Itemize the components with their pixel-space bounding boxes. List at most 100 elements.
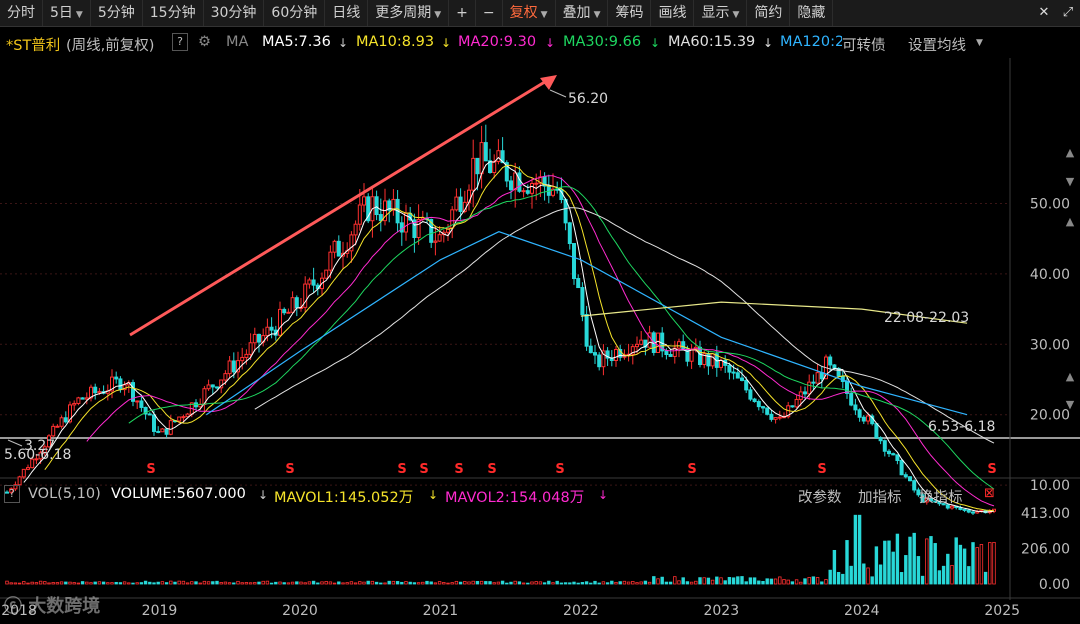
volume-bar bbox=[954, 537, 958, 585]
toolbar-item-label: 15分钟 bbox=[149, 5, 196, 21]
price-axis-label: 50.00 bbox=[1030, 197, 1070, 213]
volume-bar bbox=[530, 581, 534, 585]
toolbar-item-label: 分时 bbox=[7, 5, 35, 21]
candle-body bbox=[311, 279, 316, 286]
candle-body bbox=[660, 332, 665, 352]
change-params-button[interactable]: 改参数 bbox=[798, 490, 842, 506]
candle-body bbox=[353, 223, 358, 236]
candle-body bbox=[357, 204, 362, 225]
candle-body bbox=[761, 406, 765, 409]
volume-bar bbox=[803, 578, 807, 585]
candle-body bbox=[324, 269, 329, 279]
volume-bar bbox=[114, 581, 118, 585]
toolbar-item-16[interactable]: 隐藏 bbox=[790, 0, 834, 26]
volume-axis-label: 206.00 bbox=[1021, 542, 1070, 558]
volume-bar bbox=[841, 573, 845, 585]
toolbar-item-label: − bbox=[482, 5, 495, 21]
toolbar-item-13[interactable]: 画线 bbox=[651, 0, 695, 26]
candle-body bbox=[731, 371, 736, 374]
volume-bar bbox=[278, 581, 282, 585]
candle-body bbox=[719, 359, 723, 368]
candle-body bbox=[236, 360, 240, 373]
candle-body bbox=[542, 176, 547, 187]
candle-body bbox=[525, 190, 530, 194]
candle-body bbox=[290, 297, 295, 313]
toolbar-item-4[interactable]: 30分钟 bbox=[204, 0, 265, 26]
candle-body bbox=[551, 188, 555, 196]
convertible-bond-link[interactable]: 可转债 bbox=[842, 34, 886, 55]
ma20-value: MA20:9.30 bbox=[458, 34, 537, 50]
switch-indicator-button[interactable]: 换指标 bbox=[919, 490, 963, 506]
volume-bar bbox=[631, 580, 635, 585]
volume-bar bbox=[660, 576, 664, 585]
volume-bar bbox=[131, 582, 135, 585]
fullscreen-icon[interactable]: ⤢ bbox=[1062, 5, 1074, 20]
toolbar-item-1[interactable]: 5日 ▼ bbox=[43, 0, 91, 26]
volume-bar bbox=[215, 580, 219, 585]
volume-bar bbox=[22, 581, 26, 585]
price-axis-label: 20.00 bbox=[1030, 408, 1070, 424]
candle-body bbox=[471, 157, 476, 191]
toolbar-item-15[interactable]: 简约 bbox=[747, 0, 791, 26]
volume-bar bbox=[72, 582, 76, 585]
volume-bar bbox=[555, 580, 559, 585]
candle-body bbox=[588, 345, 593, 354]
toolbar-item-9[interactable]: − bbox=[476, 0, 503, 26]
candle-body bbox=[131, 382, 135, 402]
toolbar-item-14[interactable]: 显示 ▼ bbox=[694, 0, 748, 26]
toolbar-item-3[interactable]: 15分钟 bbox=[143, 0, 204, 26]
toolbar-item-0[interactable]: 分时 bbox=[0, 0, 43, 26]
candle-body bbox=[63, 417, 68, 423]
candle-body bbox=[265, 326, 270, 337]
candle-body bbox=[878, 437, 883, 442]
volume-bar bbox=[647, 581, 652, 585]
volume-bar bbox=[143, 580, 148, 585]
volume-bar bbox=[576, 582, 580, 585]
year-axis-label: 2021 bbox=[423, 603, 459, 619]
low-pointer bbox=[7, 439, 23, 447]
volume-bar bbox=[492, 582, 496, 585]
toolbar-item-2[interactable]: 5分钟 bbox=[91, 0, 143, 26]
volume-bar bbox=[248, 582, 253, 585]
candle-body bbox=[735, 372, 740, 379]
candle-body bbox=[89, 386, 93, 399]
candle-body bbox=[362, 196, 366, 206]
toolbar-item-12[interactable]: 筹码 bbox=[608, 0, 652, 26]
vol-help-icon[interactable]: ? bbox=[4, 485, 20, 503]
candle-body bbox=[416, 218, 421, 238]
volume-bar bbox=[878, 564, 883, 585]
close-indicator-icon[interactable]: ⊠ bbox=[984, 486, 995, 501]
event-marker-icon: S bbox=[397, 462, 406, 477]
toolbar-item-5[interactable]: 60分钟 bbox=[264, 0, 326, 26]
volume-bar bbox=[416, 582, 421, 585]
volume-bar bbox=[450, 582, 454, 585]
volume-bar bbox=[618, 581, 622, 585]
ma120-line bbox=[205, 231, 968, 416]
volume-bar bbox=[194, 581, 198, 585]
volume-bar bbox=[274, 581, 278, 585]
add-indicator-button[interactable]: 加指标 bbox=[858, 490, 902, 506]
candle-body bbox=[139, 400, 144, 408]
settings-gear-icon[interactable]: ⚙ bbox=[198, 34, 211, 50]
volume-bar bbox=[710, 579, 715, 585]
candle-body bbox=[349, 234, 354, 252]
range-end-label: 6.53-6.18 bbox=[928, 419, 995, 435]
chevron-down-icon[interactable]: ▼ bbox=[976, 38, 983, 48]
toolbar-item-8[interactable]: + bbox=[449, 0, 476, 26]
volume-bar bbox=[870, 576, 874, 585]
help-icon[interactable]: ? bbox=[172, 33, 188, 51]
candle-body bbox=[5, 491, 9, 494]
toolbar-item-10[interactable]: 复权 ▼ bbox=[503, 0, 556, 26]
volume-bar bbox=[55, 582, 60, 585]
volume-bar bbox=[202, 580, 207, 585]
volume-bar bbox=[568, 582, 572, 585]
toolbar-item-11[interactable]: 叠加 ▼ bbox=[556, 0, 609, 26]
toolbar-item-7[interactable]: 更多周期 ▼ bbox=[368, 0, 450, 26]
volume-bar bbox=[719, 577, 723, 585]
volume-bar bbox=[240, 582, 244, 585]
close-icon[interactable]: ✕ bbox=[1038, 5, 1050, 20]
set-ma-button[interactable]: 设置均线 bbox=[908, 38, 966, 54]
toolbar-item-label: 更多周期 bbox=[375, 5, 432, 21]
toolbar-item-6[interactable]: 日线 bbox=[325, 0, 369, 26]
kline-chart[interactable]: 50.00 40.00 30.00 20.00 10.00 ▲ ▼ ▲ ▲ ▼ 56.20 3.27 2… bbox=[0, 58, 1080, 624]
